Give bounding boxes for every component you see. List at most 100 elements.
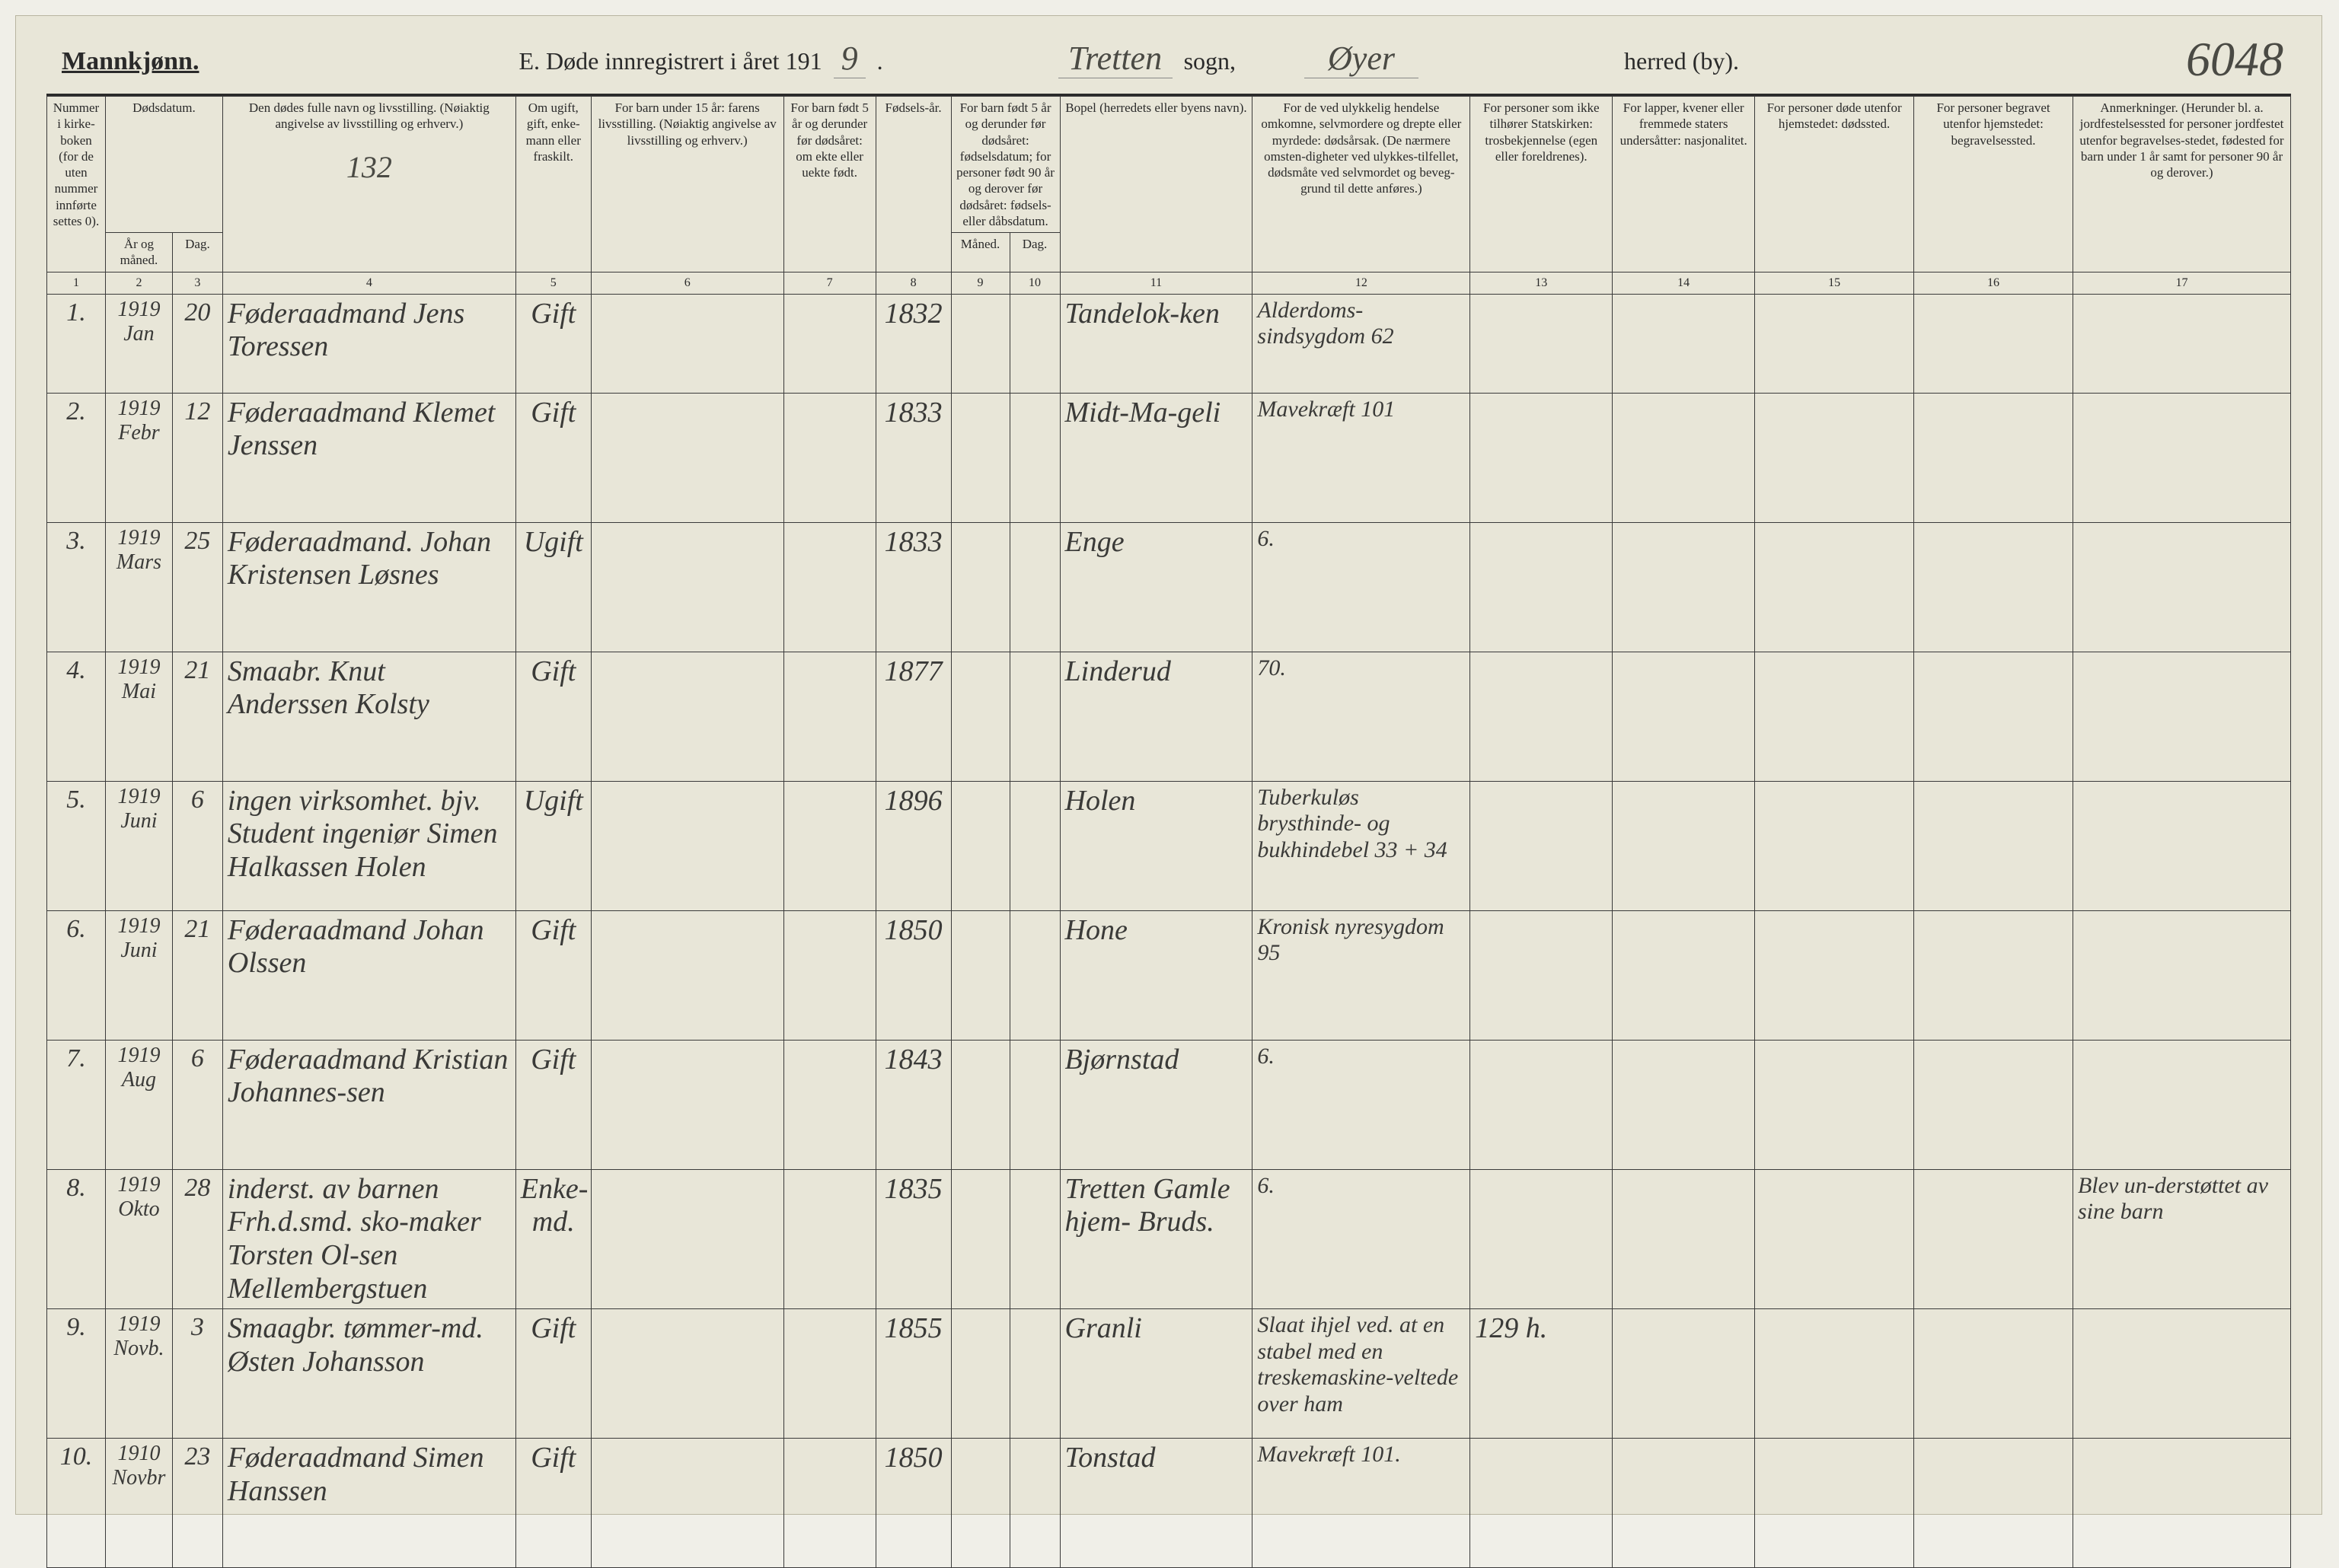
cause-cell: Mavekræft 101. bbox=[1252, 1439, 1470, 1568]
c17-cell bbox=[2073, 652, 2290, 781]
birth-day bbox=[1010, 1169, 1060, 1309]
parent-cell bbox=[591, 1309, 783, 1439]
c17-cell bbox=[2073, 1040, 2290, 1169]
birth-year: 1835 bbox=[876, 1169, 951, 1309]
c16-cell bbox=[1914, 393, 2073, 522]
birth-day bbox=[1010, 910, 1060, 1040]
col-8-header: Fødsels-år. bbox=[876, 97, 951, 272]
c16-cell bbox=[1914, 1169, 2073, 1309]
c17-cell bbox=[2073, 522, 2290, 652]
c15-cell bbox=[1755, 522, 1914, 652]
col-4-header: Den dødes fulle navn og livsstilling. (N… bbox=[222, 97, 515, 272]
bopel-cell: Midt-Ma-geli bbox=[1060, 393, 1252, 522]
herred-label: herred (by). bbox=[1624, 47, 1739, 75]
sogn-label: sogn, bbox=[1184, 47, 1236, 75]
colnum: 12 bbox=[1252, 272, 1470, 294]
row-number: 5. bbox=[47, 781, 106, 910]
col-15-header: For personer døde utenfor hjemstedet: dø… bbox=[1755, 97, 1914, 272]
birth-year: 1850 bbox=[876, 910, 951, 1040]
col-7-header: For barn født 5 år og derunder før dødså… bbox=[783, 97, 876, 272]
year-month: 1919 Jan bbox=[105, 294, 172, 393]
birth-month bbox=[951, 781, 1010, 910]
ekte-cell bbox=[783, 1309, 876, 1439]
c14-cell bbox=[1613, 1040, 1755, 1169]
row-number: 4. bbox=[47, 652, 106, 781]
parent-cell bbox=[591, 393, 783, 522]
c15-cell bbox=[1755, 1439, 1914, 1568]
row-number: 1. bbox=[47, 294, 106, 393]
c17-cell bbox=[2073, 1309, 2290, 1439]
sogn-value: Tretten bbox=[1058, 39, 1173, 78]
colnum: 7 bbox=[783, 272, 876, 294]
colnum: 15 bbox=[1755, 272, 1914, 294]
colnum: 11 bbox=[1060, 272, 1252, 294]
c14-cell bbox=[1613, 910, 1755, 1040]
c13-cell bbox=[1470, 1439, 1613, 1568]
colnum: 1 bbox=[47, 272, 106, 294]
c14-cell bbox=[1613, 1309, 1755, 1439]
ekte-cell bbox=[783, 910, 876, 1040]
birth-day bbox=[1010, 652, 1060, 781]
birth-month bbox=[951, 522, 1010, 652]
birth-month bbox=[951, 1040, 1010, 1169]
colnum: 10 bbox=[1010, 272, 1060, 294]
ekte-cell bbox=[783, 781, 876, 910]
col-9b-header: Dag. bbox=[1010, 233, 1060, 272]
table-row: 2.1919 Febr12Føderaadmand Klemet Jenssen… bbox=[47, 393, 2291, 522]
col-17-header: Anmerkninger. (Herunder bl. a. jordfeste… bbox=[2073, 97, 2290, 272]
row-number: 10. bbox=[47, 1439, 106, 1568]
day: 21 bbox=[172, 910, 222, 1040]
herred-value: Øyer bbox=[1304, 39, 1418, 78]
register-table: Nummer i kirke-boken (for de uten nummer… bbox=[46, 96, 2291, 1568]
c16-cell bbox=[1914, 781, 2073, 910]
year-month: 1919 Juni bbox=[105, 910, 172, 1040]
status-cell: Gift bbox=[515, 1040, 591, 1169]
c14-cell bbox=[1613, 781, 1755, 910]
birth-day bbox=[1010, 1309, 1060, 1439]
status-cell: Gift bbox=[515, 1439, 591, 1568]
day: 23 bbox=[172, 1439, 222, 1568]
title-prefix: E. Døde innregistrert i året 191 bbox=[519, 47, 822, 75]
c13-cell bbox=[1470, 652, 1613, 781]
register-page: 6048 Mannkjønn. E. Døde innregistrert i … bbox=[15, 15, 2322, 1515]
colnum: 14 bbox=[1613, 272, 1755, 294]
c15-cell bbox=[1755, 652, 1914, 781]
cause-cell: 6. bbox=[1252, 1040, 1470, 1169]
c16-cell bbox=[1914, 910, 2073, 1040]
column-numbers-row: 1 2 3 4 5 6 7 8 9 10 11 12 13 14 15 16 1… bbox=[47, 272, 2291, 294]
birth-year: 1843 bbox=[876, 1040, 951, 1169]
title-period: . bbox=[877, 47, 883, 75]
name-cell: ingen virksomhet. bjv. Student ingeniør … bbox=[222, 781, 515, 910]
name-cell: Smaagbr. tømmer-md. Østen Johansson bbox=[222, 1309, 515, 1439]
c17-cell bbox=[2073, 1439, 2290, 1568]
colnum: 13 bbox=[1470, 272, 1613, 294]
cause-cell: Tuberkuløs brysthinde- og bukhindebel 33… bbox=[1252, 781, 1470, 910]
colnum: 9 bbox=[951, 272, 1010, 294]
col-6-header: For barn under 15 år: farens livsstillin… bbox=[591, 97, 783, 272]
status-cell: Gift bbox=[515, 1309, 591, 1439]
table-row: 1.1919 Jan20Føderaadmand Jens ToressenGi… bbox=[47, 294, 2291, 393]
cause-cell: 6. bbox=[1252, 1169, 1470, 1309]
row-number: 8. bbox=[47, 1169, 106, 1309]
col-9-top-header: For barn født 5 år og derunder før dødså… bbox=[951, 97, 1060, 233]
c17-cell bbox=[2073, 910, 2290, 1040]
c17-cell bbox=[2073, 781, 2290, 910]
c14-cell bbox=[1613, 1439, 1755, 1568]
parent-cell bbox=[591, 652, 783, 781]
bopel-cell: Holen bbox=[1060, 781, 1252, 910]
birth-day bbox=[1010, 1040, 1060, 1169]
c15-cell bbox=[1755, 910, 1914, 1040]
c13-cell bbox=[1470, 910, 1613, 1040]
c16-cell bbox=[1914, 1309, 2073, 1439]
year-suffix: 9 bbox=[834, 39, 866, 78]
parent-cell bbox=[591, 522, 783, 652]
bopel-cell: Linderud bbox=[1060, 652, 1252, 781]
year-month: 1919 Febr bbox=[105, 393, 172, 522]
colnum: 17 bbox=[2073, 272, 2290, 294]
status-cell: Gift bbox=[515, 393, 591, 522]
birth-month bbox=[951, 294, 1010, 393]
day: 12 bbox=[172, 393, 222, 522]
parent-cell bbox=[591, 1439, 783, 1568]
parent-cell bbox=[591, 910, 783, 1040]
day: 25 bbox=[172, 522, 222, 652]
